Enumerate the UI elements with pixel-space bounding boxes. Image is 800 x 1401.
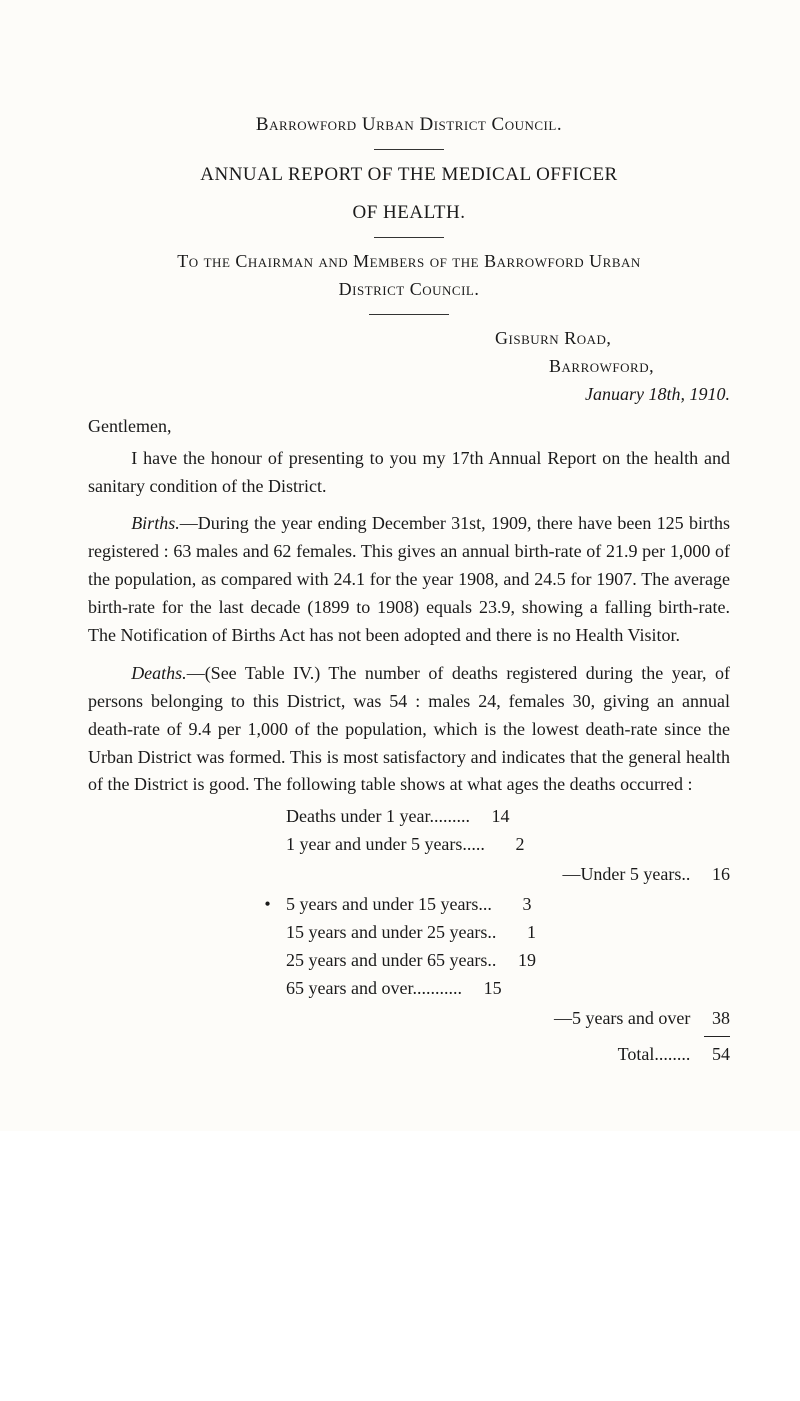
address-town: Barrowford, (495, 353, 730, 381)
table-row: 1 year and under 5 years..... 2 (286, 831, 730, 859)
total-row: Total........ 54 (88, 1041, 730, 1069)
deaths-table-2: • 5 years and under 15 years... 3 15 yea… (286, 891, 730, 1003)
table-row: 65 years and over........... 15 (286, 975, 730, 1003)
addressee-l1: To the Chairman and Members of the Barro… (88, 248, 730, 276)
addressee-l2: District Council. (88, 276, 730, 304)
table-row: 15 years and under 25 years.. 1 (286, 919, 730, 947)
para-births-text: —During the year ending December 31st, 1… (88, 513, 730, 645)
bullet-icon: • (264, 891, 270, 919)
table-row: Deaths under 1 year......... 14 (286, 803, 730, 831)
council-name: Barrowford Urban District Council. (88, 110, 730, 139)
address-road: Gisburn Road, (495, 325, 730, 353)
table-row: • 5 years and under 15 years... 3 (286, 891, 730, 919)
total-rule (704, 1036, 730, 1037)
para-intro: I have the honour of presenting to you m… (88, 445, 730, 501)
para-births: Births.—During the year ending December … (88, 510, 730, 649)
rule-1 (374, 149, 444, 150)
salutation: Gentlemen, (88, 413, 730, 441)
report-title-l1: ANNUAL REPORT OF THE MEDICAL OFFICER (88, 160, 730, 189)
subtotal-over5: —5 years and over 38 (88, 1005, 730, 1033)
address-date: January 18th, 1910. (495, 381, 730, 409)
subtotal-under5: —Under 5 years.. 16 (88, 861, 730, 889)
deaths-table: Deaths under 1 year......... 14 1 year a… (286, 803, 730, 859)
report-title-l2: OF HEALTH. (88, 198, 730, 227)
para-deaths: Deaths.—(See Table IV.) The number of de… (88, 660, 730, 799)
table-row: 25 years and under 65 years.. 19 (286, 947, 730, 975)
rule-3 (369, 314, 449, 315)
rule-2 (374, 237, 444, 238)
